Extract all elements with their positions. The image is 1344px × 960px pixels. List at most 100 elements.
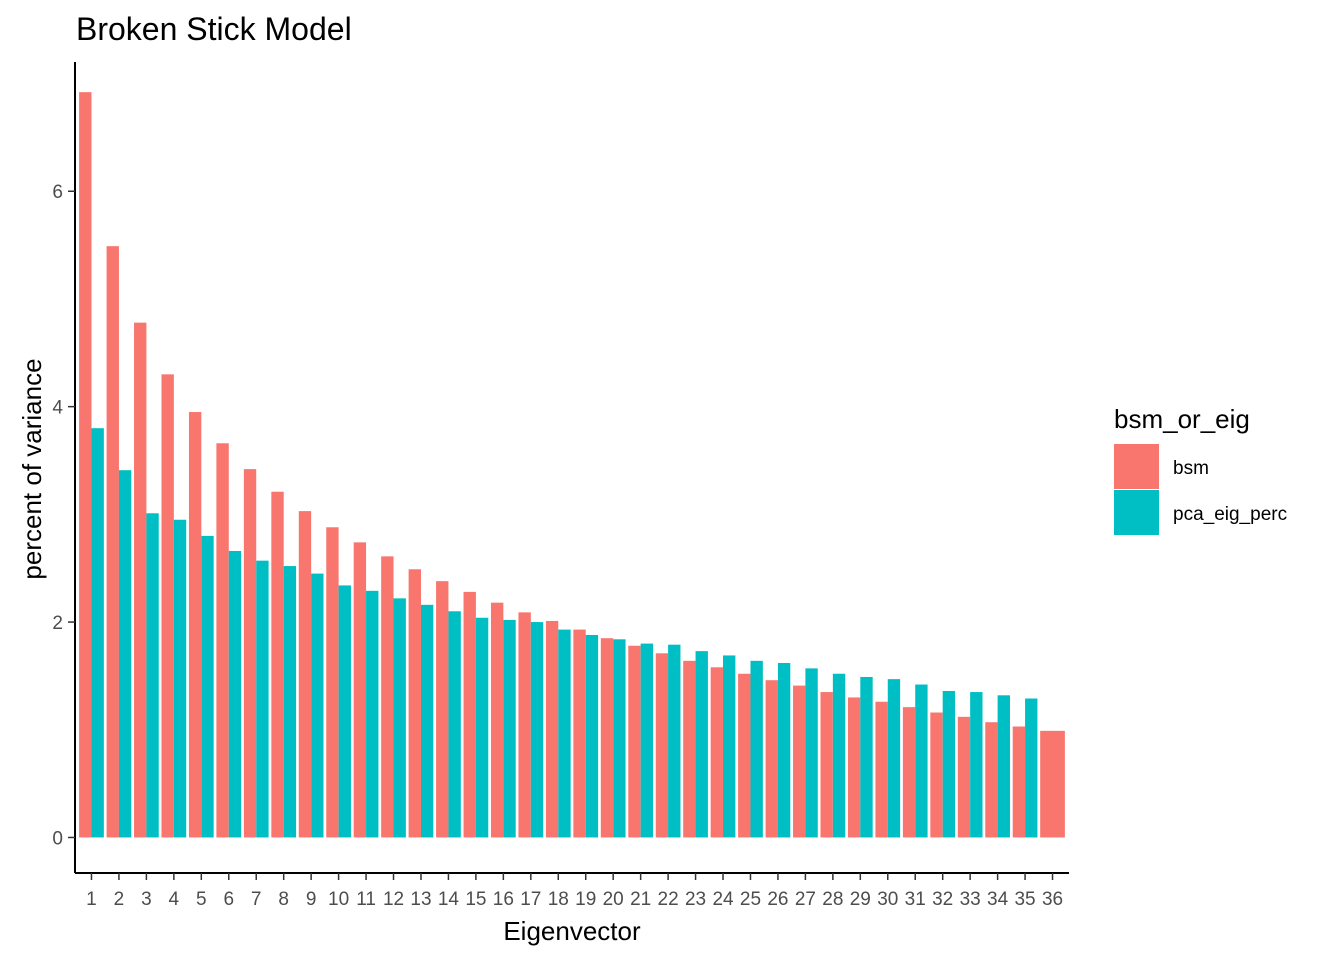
legend-title: bsm_or_eig bbox=[1114, 404, 1250, 434]
bar-pca_eig_perc-27 bbox=[805, 668, 818, 838]
bar-pca_eig_perc-24 bbox=[723, 655, 736, 838]
bar-bsm-21 bbox=[628, 645, 641, 838]
bar-bsm-2 bbox=[106, 246, 119, 838]
bar-pca_eig_perc-22 bbox=[668, 644, 681, 838]
bar-pca_eig_perc-4 bbox=[173, 519, 187, 838]
y-tick-label-6: 6 bbox=[52, 182, 63, 203]
bar-bsm-4 bbox=[161, 374, 174, 838]
bar-bsm-14 bbox=[436, 581, 449, 838]
bar-pca_eig_perc-10 bbox=[338, 585, 351, 838]
bar-bsm-22 bbox=[655, 653, 669, 838]
x-tick-label-27: 27 bbox=[795, 889, 816, 910]
x-tick-label-1: 1 bbox=[86, 889, 97, 910]
x-axis-title: Eigenvector bbox=[503, 916, 641, 946]
y-axis-title: percent of variance bbox=[17, 358, 47, 579]
x-tick-label-12: 12 bbox=[383, 889, 404, 910]
bar-bsm-7 bbox=[243, 469, 257, 838]
bar-bsm-24 bbox=[710, 667, 724, 838]
bar-pca_eig_perc-7 bbox=[256, 560, 269, 838]
bar-pca_eig_perc-13 bbox=[420, 604, 434, 838]
bar-bsm-29 bbox=[847, 697, 861, 838]
x-tick-label-18: 18 bbox=[548, 889, 569, 910]
bar-bsm-13 bbox=[408, 569, 421, 838]
bar-pca_eig_perc-29 bbox=[860, 676, 873, 838]
bar-bsm-25 bbox=[738, 673, 751, 838]
bar-pca_eig_perc-35 bbox=[1025, 698, 1038, 838]
x-tick-label-25: 25 bbox=[740, 889, 761, 910]
bar-pca_eig_perc-18 bbox=[558, 629, 571, 838]
x-tick-label-17: 17 bbox=[520, 889, 541, 910]
bar-pca_eig_perc-26 bbox=[777, 662, 791, 838]
x-tick-label-10: 10 bbox=[328, 889, 349, 910]
bar-bsm-30 bbox=[875, 701, 888, 838]
bar-bsm-28 bbox=[820, 692, 833, 838]
bar-pca_eig_perc-23 bbox=[695, 651, 708, 838]
x-tick-label-35: 35 bbox=[1014, 889, 1035, 910]
x-tick-label-20: 20 bbox=[603, 889, 624, 910]
bar-pca_eig_perc-1 bbox=[91, 428, 104, 838]
y-tick-label-0: 0 bbox=[52, 828, 63, 849]
bar-bsm-20 bbox=[600, 638, 614, 838]
x-tick-label-5: 5 bbox=[196, 889, 207, 910]
x-tick-label-11: 11 bbox=[356, 889, 376, 910]
bar-pca_eig_perc-6 bbox=[228, 550, 242, 838]
bars-layer bbox=[79, 92, 1065, 838]
bar-bsm-15 bbox=[463, 591, 476, 838]
x-tick-label-15: 15 bbox=[465, 889, 486, 910]
bar-pca_eig_perc-17 bbox=[530, 622, 544, 838]
bar-bsm-11 bbox=[353, 542, 367, 838]
x-tick-label-30: 30 bbox=[877, 889, 898, 910]
bar-bsm-3 bbox=[134, 322, 147, 838]
x-tick-label-2: 2 bbox=[114, 889, 125, 910]
bar-pca_eig_perc-3 bbox=[146, 513, 159, 838]
bar-bsm-16 bbox=[491, 602, 504, 838]
bar-bsm-33 bbox=[957, 716, 971, 838]
bar-pca_eig_perc-11 bbox=[366, 590, 379, 838]
x-tick-label-19: 19 bbox=[575, 889, 596, 910]
bar-pca_eig_perc-33 bbox=[970, 692, 983, 838]
bar-pca_eig_perc-12 bbox=[393, 598, 406, 838]
bar-pca_eig_perc-21 bbox=[640, 643, 654, 838]
bar-pca_eig_perc-31 bbox=[915, 684, 928, 838]
bar-bsm-8 bbox=[271, 491, 284, 838]
x-tick-label-8: 8 bbox=[278, 889, 289, 910]
bar-bsm-36 bbox=[1040, 730, 1065, 838]
bar-pca_eig_perc-15 bbox=[475, 617, 489, 838]
legend-label-pca_eig_perc: pca_eig_perc bbox=[1173, 504, 1287, 525]
x-tick-label-28: 28 bbox=[822, 889, 843, 910]
bar-pca_eig_perc-16 bbox=[503, 619, 516, 838]
x-tick-label-4: 4 bbox=[169, 889, 180, 910]
bar-bsm-6 bbox=[216, 443, 229, 838]
x-tick-label-16: 16 bbox=[493, 889, 514, 910]
bar-pca_eig_perc-5 bbox=[201, 535, 214, 838]
bar-bsm-27 bbox=[793, 685, 806, 838]
bar-pca_eig_perc-9 bbox=[311, 573, 324, 838]
bar-pca_eig_perc-19 bbox=[585, 634, 599, 838]
bar-bsm-17 bbox=[518, 612, 531, 838]
bar-pca_eig_perc-14 bbox=[448, 611, 461, 838]
bar-bsm-31 bbox=[902, 707, 916, 838]
x-tick-label-29: 29 bbox=[850, 889, 871, 910]
legend-key-bsm bbox=[1114, 444, 1159, 489]
x-tick-label-22: 22 bbox=[658, 889, 679, 910]
chart-title: Broken Stick Model bbox=[76, 11, 352, 47]
y-tick-label-2: 2 bbox=[52, 613, 63, 634]
bar-pca_eig_perc-20 bbox=[613, 639, 626, 838]
bar-bsm-10 bbox=[326, 527, 339, 838]
bar-bsm-9 bbox=[298, 511, 312, 838]
x-tick-label-33: 33 bbox=[960, 889, 981, 910]
x-tick-label-7: 7 bbox=[251, 889, 262, 910]
x-tick-label-6: 6 bbox=[223, 889, 234, 910]
x-tick-label-9: 9 bbox=[306, 889, 317, 910]
x-tick-label-23: 23 bbox=[685, 889, 706, 910]
bar-bsm-19 bbox=[573, 629, 586, 838]
bar-bsm-26 bbox=[765, 680, 778, 838]
bar-bsm-35 bbox=[1012, 726, 1026, 838]
y-tick-label-4: 4 bbox=[52, 398, 63, 419]
bar-pca_eig_perc-25 bbox=[750, 660, 763, 838]
legend-key-pca_eig_perc bbox=[1114, 490, 1159, 535]
x-tick-label-31: 31 bbox=[905, 889, 926, 910]
x-tick-label-14: 14 bbox=[438, 889, 460, 910]
bar-bsm-1 bbox=[79, 92, 92, 838]
